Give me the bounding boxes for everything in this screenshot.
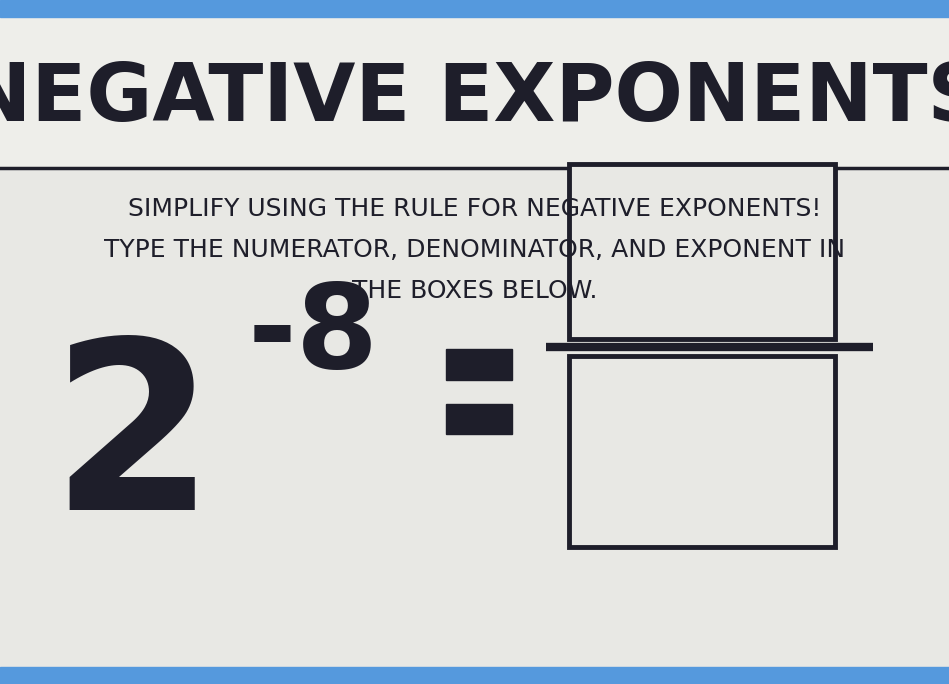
- Text: -8: -8: [248, 278, 379, 393]
- Text: NEGATIVE EXPONENTS: NEGATIVE EXPONENTS: [0, 60, 949, 138]
- Bar: [0, 0, 949, 17]
- Bar: [0, 667, 949, 684]
- Bar: [0, 17, 949, 168]
- Text: SIMPLIFY USING THE RULE FOR NEGATIVE EXPONENTS!: SIMPLIFY USING THE RULE FOR NEGATIVE EXP…: [128, 196, 821, 221]
- Bar: [569, 356, 835, 547]
- Text: TYPE THE NUMERATOR, DENOMINATOR, AND EXPONENT IN: TYPE THE NUMERATOR, DENOMINATOR, AND EXP…: [104, 237, 845, 262]
- Text: 2: 2: [50, 330, 215, 559]
- Bar: [446, 404, 512, 434]
- Bar: [569, 164, 835, 339]
- Bar: [446, 349, 512, 380]
- Text: THE BOXES BELOW.: THE BOXES BELOW.: [352, 278, 597, 303]
